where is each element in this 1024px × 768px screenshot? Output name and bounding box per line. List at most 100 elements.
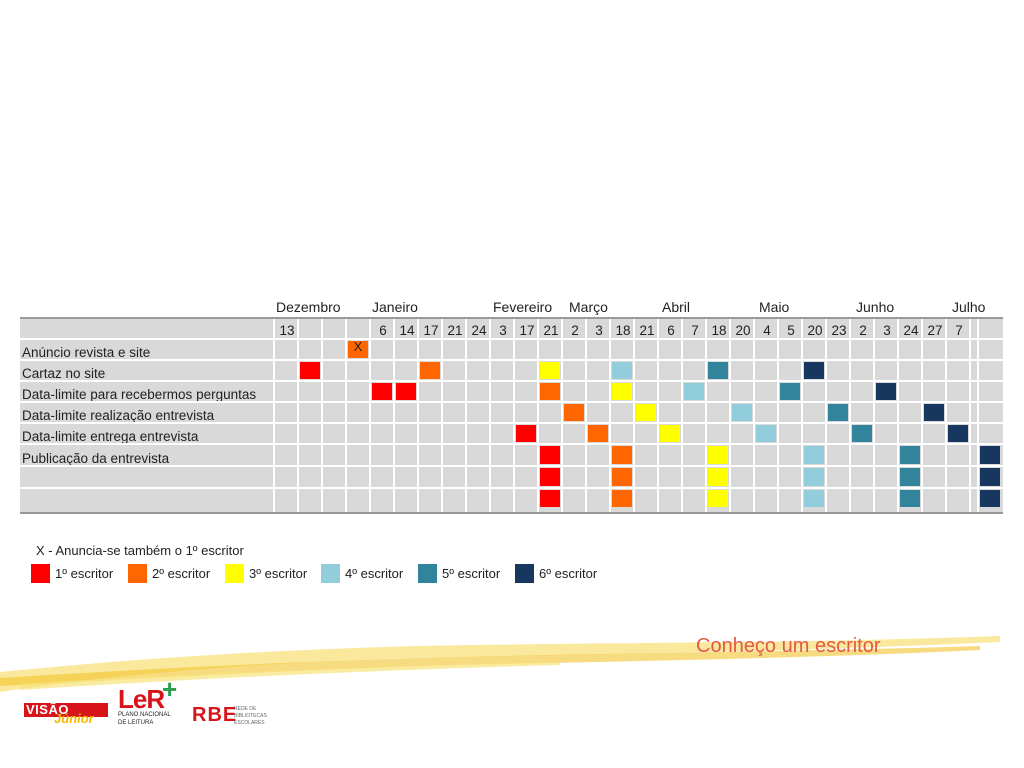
- grid-border: [20, 512, 1003, 514]
- schedule-mark: [540, 446, 560, 464]
- schedule-mark: [780, 383, 800, 400]
- date-label: 2: [571, 323, 579, 338]
- date-label: 18: [711, 323, 727, 338]
- schedule-mark: [708, 446, 728, 464]
- date-label: 20: [807, 323, 823, 338]
- visao-logo-text: VISÃO: [26, 702, 69, 717]
- grid-border: [20, 317, 1003, 319]
- grid-column-divider: [417, 317, 419, 514]
- grid-row-divider: [20, 359, 1003, 361]
- schedule-mark: [708, 468, 728, 486]
- legend-label-2: 2º escritor: [152, 565, 211, 581]
- grid-column-divider: [801, 317, 803, 514]
- schedule-mark: [612, 468, 632, 486]
- date-label: 24: [903, 323, 919, 338]
- date-label: 3: [499, 323, 507, 338]
- month-junho: Junho: [856, 299, 895, 315]
- date-label: 24: [471, 323, 487, 338]
- schedule-mark: [980, 468, 1000, 486]
- schedule-mark: [540, 383, 560, 400]
- schedule-mark: [756, 425, 776, 442]
- row-label-anuncio: Anúncio revista e site: [22, 345, 151, 360]
- schedule-mark: [540, 362, 560, 379]
- legend-swatch-3: [225, 563, 244, 583]
- date-label: 13: [279, 323, 295, 338]
- date-label: 21: [639, 323, 655, 338]
- visao-logo-box: [24, 703, 108, 717]
- month-julho: Julho: [952, 299, 986, 315]
- schedule-mark: [612, 383, 632, 400]
- schedule-mark: [372, 383, 392, 400]
- grid-row-divider: [20, 401, 1003, 403]
- date-label: 3: [595, 323, 603, 338]
- grid-column-divider: [921, 317, 923, 514]
- schedule-mark: [708, 490, 728, 507]
- ler-sub-2: DE LEITURA: [118, 720, 154, 726]
- schedule-mark: [980, 446, 1000, 464]
- grid-column-divider: [777, 317, 779, 514]
- date-label: 3: [883, 323, 891, 338]
- grid-row-divider: [20, 487, 1003, 489]
- schedule-table: Anúncio revista e site Cartaz no site Da…: [20, 317, 1003, 514]
- month-maio: Maio: [759, 299, 790, 315]
- date-label: 7: [955, 323, 963, 338]
- grid-row-divider: [20, 443, 1003, 445]
- date-label: 6: [667, 323, 675, 338]
- ler-logo-text: LeR: [118, 684, 165, 714]
- schedule-mark: [300, 362, 320, 379]
- legend-swatch-2: [128, 563, 147, 583]
- schedule-mark: [732, 404, 752, 421]
- legend-item-6: 6º escritor: [515, 563, 597, 583]
- ler-sub-1: PLANO NACIONAL: [118, 712, 171, 718]
- grid-column-divider: [849, 317, 851, 514]
- date-label: 18: [615, 323, 631, 338]
- date-label: 27: [927, 323, 943, 338]
- schedule-mark: [396, 383, 416, 400]
- rbe-logo-text: RBE: [192, 704, 238, 726]
- grid-column-divider: [825, 317, 827, 514]
- grid-column-divider: [393, 317, 395, 514]
- legend-swatch-6: [515, 563, 534, 583]
- grid-column-divider: [969, 317, 971, 514]
- schedule-mark: [828, 404, 848, 421]
- schedule-mark: [348, 341, 368, 358]
- legend-swatch-5: [418, 563, 437, 583]
- rbe-sub-3: ESCOLARES: [234, 720, 265, 726]
- grid-column-divider: [441, 317, 443, 514]
- grid-column-divider: [321, 317, 323, 514]
- rbe-logo: RBE REDE DE BIBLIOTECAS ESCOLARES: [192, 704, 276, 730]
- date-label: 21: [447, 323, 463, 338]
- schedule-mark: [900, 490, 920, 507]
- grid-column-divider: [977, 317, 979, 514]
- legend-label-3: 3º escritor: [249, 565, 308, 581]
- date-label: 14: [399, 323, 415, 338]
- schedule-mark: [852, 425, 872, 442]
- announce-first-writer-mark: X: [353, 339, 363, 354]
- legend-note: X - Anuncia-se também o 1º escritor: [36, 543, 244, 558]
- visao-junior-logo: VISÃO Júnior: [24, 702, 108, 727]
- schedule-mark: [660, 425, 680, 442]
- grid-row-divider: [20, 465, 1003, 467]
- schedule-mark: [804, 446, 824, 464]
- legend-item-5: 5º escritor: [418, 563, 500, 583]
- grid-column-divider: [633, 317, 635, 514]
- presentation-title: Conheço um escritor: [696, 635, 881, 657]
- date-label: 5: [787, 323, 795, 338]
- schedule-mark: [900, 446, 920, 464]
- date-label: 17: [423, 323, 439, 338]
- date-label: 2: [859, 323, 867, 338]
- grid-column-divider: [753, 317, 755, 514]
- legend-item-4: 4º escritor: [321, 563, 403, 583]
- grid-column-divider: [369, 317, 371, 514]
- grid-column-divider: [609, 317, 611, 514]
- date-label: 7: [691, 323, 699, 338]
- legend-label-1: 1º escritor: [55, 565, 114, 581]
- schedule-mark: [612, 490, 632, 507]
- row-label-publicacao: Publicação da entrevista: [22, 451, 170, 466]
- date-label: 20: [735, 323, 751, 338]
- grid-column-divider: [345, 317, 347, 514]
- schedule-mark: [588, 425, 608, 442]
- junior-logo-text: Júnior: [54, 711, 94, 726]
- grid-row-divider: [20, 380, 1003, 382]
- schedule-mark: [564, 404, 584, 421]
